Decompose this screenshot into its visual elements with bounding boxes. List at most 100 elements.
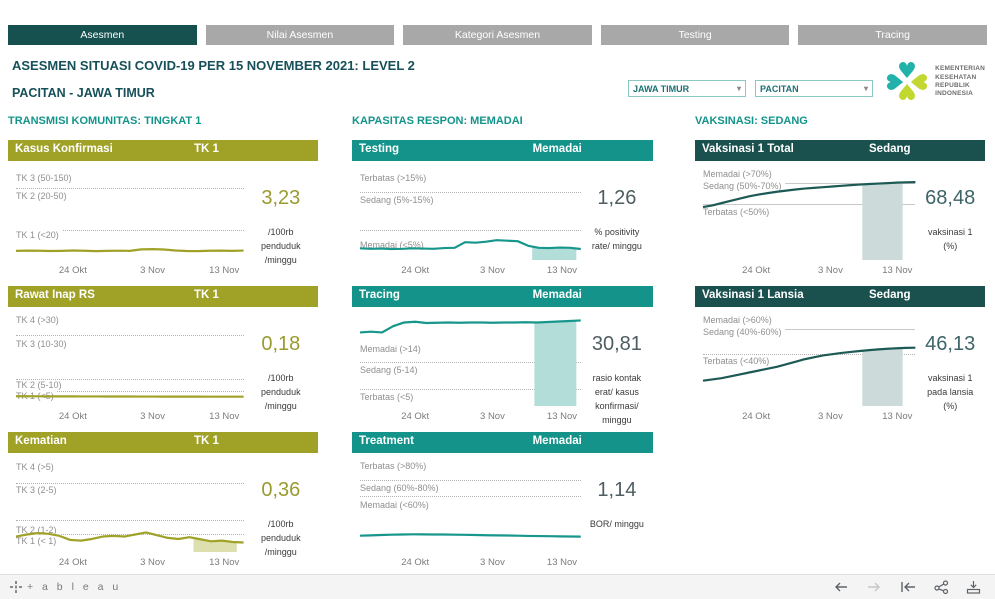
metric-unit: % positivity rate/ minggu xyxy=(581,226,653,254)
x-axis-tick: 13 Nov xyxy=(546,265,578,276)
card-body: Memadai (>60%) Sedang (40%-60%) Terbatas (… xyxy=(695,307,985,428)
page-title: ASESMEN SITUASI COVID-19 PER 15 NOVEMBER… xyxy=(12,58,415,73)
trend-line-svg xyxy=(360,169,581,260)
trend-chart[interactable]: TK 4 (>5) TK 3 (2-5) TK 2 (1-2) TK 1 (< 1) xyxy=(16,461,244,552)
metric-unit-line: (%) xyxy=(943,400,958,411)
metric-panel: 1,14 BOR/ minggu xyxy=(581,453,653,574)
x-axis-tick: 13 Nov xyxy=(882,265,913,276)
card-body: TK 4 (>30) TK 3 (10-30) TK 2 (5-10) TK 1 (<… xyxy=(8,307,318,428)
x-axis-tick: 24 Okt xyxy=(401,411,430,422)
province-dropdown[interactable]: JAWA TIMUR ▾ xyxy=(628,80,746,97)
card-body: TK 3 (50-150) TK 2 (20-50) TK 1 (<20) 24 Ok… xyxy=(8,161,318,282)
revert-button[interactable] xyxy=(899,580,917,594)
download-button[interactable] xyxy=(966,580,981,594)
metric-unit-line: penduduk xyxy=(261,532,301,543)
metric-value: 0,18 xyxy=(261,333,301,355)
x-axis-tick: 3 Nov xyxy=(480,411,505,422)
threshold-label: TK 1 (<20) xyxy=(16,229,62,240)
x-axis: 24 Okt 3 Nov 13 Nov xyxy=(703,411,915,423)
tab-asesmen[interactable]: Asesmen xyxy=(8,25,197,45)
logo-text-line: KEMENTERIAN xyxy=(935,65,985,73)
card-header: Rawat Inap RS TK 1 xyxy=(8,286,318,307)
trend-line-svg xyxy=(360,461,581,552)
card-header: Testing Memadai xyxy=(352,140,653,161)
metric-unit-line: penduduk xyxy=(261,386,301,397)
card-body: TK 4 (>5) TK 3 (2-5) TK 2 (1-2) TK 1 (< 1) 2… xyxy=(8,453,318,574)
district-dropdown[interactable]: PACITAN ▾ xyxy=(755,80,873,97)
metric-unit-line: penduduk xyxy=(261,240,301,251)
trend-chart[interactable]: TK 3 (50-150) TK 2 (20-50) TK 1 (<20) xyxy=(16,169,244,260)
trend-chart[interactable]: Terbatas (>15%) Sedang (5%-15%) Memadai (<… xyxy=(360,169,581,260)
card-kematian: Kematian TK 1 TK 4 (>5) TK 3 (2-5) TK 2 (1-2… xyxy=(8,432,318,574)
x-axis-tick: 13 Nov xyxy=(546,411,578,422)
card-testing: Testing Memadai Terbatas (>15%) Sedang (5%-… xyxy=(352,140,653,282)
trend-chart[interactable]: Memadai (>14) Sedang (5-14) Terbatas (<5) xyxy=(360,315,581,406)
x-axis-tick: 3 Nov xyxy=(818,265,843,276)
card-status-badge: Memadai xyxy=(532,435,582,447)
threshold-label: TK 2 (20-50) xyxy=(16,191,70,202)
metric-value: 1,14 xyxy=(597,479,637,501)
card-header: Treatment Memadai xyxy=(352,432,653,453)
tab-tracing[interactable]: Tracing xyxy=(798,25,987,45)
metric-panel: 46,13 vaksinasi 1 pada lansia (%) xyxy=(915,307,985,428)
metric-unit-line: (%) xyxy=(943,240,958,251)
redo-button[interactable] xyxy=(866,580,882,594)
ministry-of-health-logo: ♥ ♥ ♥ ♥ KEMENTERIAN KESEHATAN REPUBLIK I… xyxy=(884,60,985,104)
metric-unit-line: /minggu xyxy=(264,400,297,411)
logo-text-line: INDONESIA xyxy=(935,90,974,98)
column-transmisi-komunitas: TRANSMISI KOMUNITAS: TINGKAT 1 Kasus Kon… xyxy=(8,112,318,578)
x-axis-tick: 24 Okt xyxy=(401,557,430,568)
metric-unit-line: konfirmasi/ xyxy=(595,400,639,411)
threshold-label: Terbatas (<40%) xyxy=(703,355,773,366)
x-axis: 24 Okt 3 Nov 13 Nov xyxy=(703,265,915,277)
column-title: TRANSMISI KOMUNITAS: TINGKAT 1 xyxy=(8,115,202,127)
trend-line-svg xyxy=(16,169,244,260)
threshold-line xyxy=(360,496,581,498)
trend-chart[interactable]: Terbatas (>80%) Sedang (60%-80%) Memadai (… xyxy=(360,460,581,552)
threshold-line xyxy=(360,362,581,364)
page-subtitle: PACITAN - JAWA TIMUR xyxy=(12,86,155,100)
x-axis-tick: 24 Okt xyxy=(742,265,771,276)
reset-arrow-icon xyxy=(901,582,915,592)
x-axis-tick: 13 Nov xyxy=(209,411,240,422)
tab-nilai-asesmen[interactable]: Nilai Asesmen xyxy=(205,25,395,45)
metric-unit: vaksinasi 1 pada lansia (%) xyxy=(915,372,985,414)
x-axis: 24 Okt 3 Nov 13 Nov xyxy=(16,265,244,277)
threshold-label: Sedang (5%-15%) xyxy=(360,194,437,205)
svg-text:♥: ♥ xyxy=(897,60,917,84)
metric-unit-line: % positivity xyxy=(594,227,640,237)
card-status-badge: Sedang xyxy=(869,289,911,301)
trend-chart[interactable]: Memadai (>70%) Sedang (50%-70%) Terbatas (… xyxy=(703,168,916,260)
card-vaksinasi-1-total: Vaksinasi 1 Total Sedang Memadai (>70%) Sed… xyxy=(695,140,985,282)
svg-text:♥: ♥ xyxy=(884,72,909,92)
trend-chart[interactable]: TK 4 (>30) TK 3 (10-30) TK 2 (5-10) TK 1 (<… xyxy=(16,315,244,406)
logo-text-line: KESEHATAN xyxy=(935,73,977,81)
metric-unit-line: pada lansia xyxy=(927,386,974,397)
card-status-badge: TK 1 xyxy=(194,143,219,155)
highlight-band xyxy=(862,182,903,260)
tableau-toolbar: + a b l e a u xyxy=(0,574,995,599)
threshold-label: Memadai (>60%) xyxy=(703,314,775,325)
trend-line-svg xyxy=(703,169,915,260)
logo-text-line: REPUBLIK xyxy=(935,82,970,89)
threshold-line xyxy=(703,328,916,330)
threshold-label: Sedang (60%-80%) xyxy=(360,483,442,494)
metric-unit-line: BOR/ minggu xyxy=(589,519,644,529)
share-button[interactable] xyxy=(934,580,949,594)
x-axis-tick: 13 Nov xyxy=(882,411,913,422)
card-title: Kematian xyxy=(15,435,67,447)
x-axis: 24 Okt 3 Nov 13 Nov xyxy=(16,411,244,423)
undo-button[interactable] xyxy=(833,580,849,594)
threshold-line xyxy=(703,204,916,206)
highlight-band xyxy=(534,320,577,406)
trend-chart[interactable]: Memadai (>60%) Sedang (40%-60%) Terbatas (… xyxy=(703,314,916,406)
threshold-label: Terbatas (>15%) xyxy=(360,173,430,184)
x-axis: 24 Okt 3 Nov 13 Nov xyxy=(16,557,244,569)
metric-unit-line: /100rb xyxy=(268,227,294,237)
tab-bar: Asesmen Nilai Asesmen Kategori Asesmen Test… xyxy=(8,25,987,45)
tab-testing[interactable]: Testing xyxy=(600,25,790,45)
tab-kategori-asesmen[interactable]: Kategori Asesmen xyxy=(403,25,592,45)
x-axis-tick: 24 Okt xyxy=(742,411,771,422)
column-title: VAKSINASI: SEDANG xyxy=(695,115,808,127)
arrow-right-icon xyxy=(868,582,880,592)
